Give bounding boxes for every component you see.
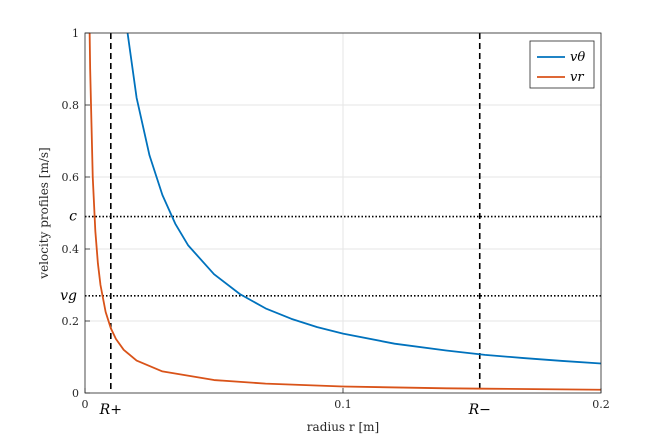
series-line-2 — [88, 33, 601, 391]
y-tick-label: 0.8 — [62, 99, 80, 112]
legend-entry-series-2: vr — [570, 70, 584, 85]
reference-lines — [85, 33, 601, 393]
vertical-reference-label: R− — [468, 402, 491, 418]
legend-entry-series-1: vθ — [570, 50, 585, 65]
y-tick-label: 0 — [72, 387, 79, 400]
y-tick-label: 0.6 — [62, 171, 80, 184]
y-tick-label: 0.4 — [62, 243, 80, 256]
vertical-reference-label: R+ — [99, 402, 122, 418]
x-tick-label: 0.1 — [334, 398, 352, 411]
y-tick-label: 1 — [72, 27, 79, 40]
legend-box — [529, 40, 595, 89]
legend: vθ vr — [529, 40, 595, 89]
x-tick-label: 0.2 — [592, 398, 610, 411]
reference-labels: R+ R− c vg — [60, 209, 491, 418]
series-layer — [88, 33, 601, 391]
horizontal-reference-label: vg — [60, 288, 77, 304]
tick-layer: 0 0.1 0.2 0 0.2 0.4 0.6 0.8 1 — [62, 27, 610, 411]
series-line-1 — [126, 33, 601, 365]
horizontal-reference-label: c — [69, 209, 77, 225]
x-axis-label: radius r [m] — [307, 420, 379, 434]
y-axis-label: velocity profiles [m/s] — [37, 147, 51, 279]
y-tick-label: 0.2 — [62, 315, 80, 328]
x-tick-label: 0 — [82, 398, 89, 411]
